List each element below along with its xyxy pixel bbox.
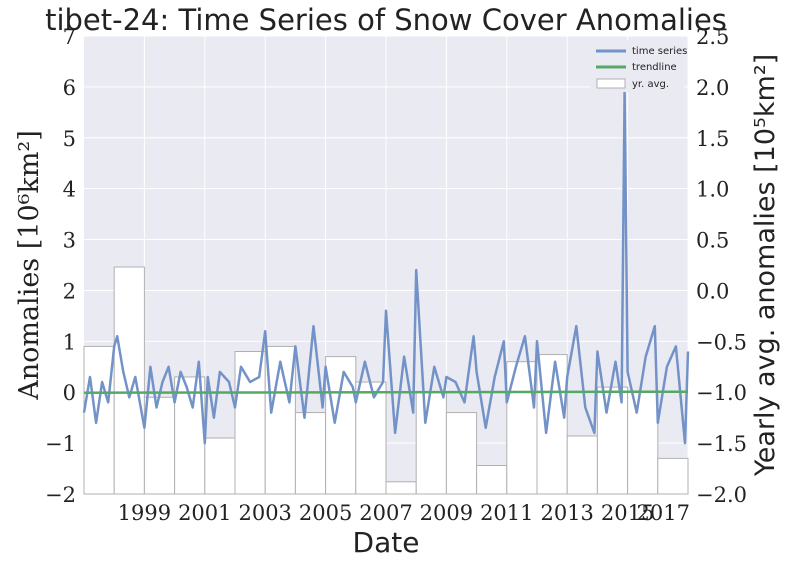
x-tick: 2007 — [359, 501, 412, 525]
y-tick-left: −1 — [45, 432, 76, 456]
yearly-avg-bar — [204, 437, 236, 495]
yearly-avg-bar — [385, 481, 417, 495]
yearly-avg-bar — [566, 435, 598, 495]
x-tick: 2011 — [480, 501, 533, 525]
yearly-avg-bar — [596, 386, 629, 495]
y-tick-left: 1 — [63, 330, 76, 354]
yearly-avg-bar — [113, 266, 145, 495]
y-tick-left: 5 — [63, 127, 76, 151]
y-tick-right: −1.5 — [696, 432, 747, 456]
yearly-avg-bar — [264, 345, 296, 495]
y-tick-right: 1.5 — [696, 127, 729, 151]
y-tick-right: 2.5 — [696, 25, 729, 49]
y-tick-right: −2.0 — [696, 483, 747, 507]
x-tick: 2001 — [178, 501, 231, 525]
x-tick: 2017 — [637, 501, 690, 525]
legend: time series trendline yr. avg. — [590, 40, 687, 92]
y-tick-left: 4 — [63, 178, 76, 202]
x-tick: 2009 — [420, 501, 473, 525]
time-series-line — [82, 90, 690, 445]
y-tick-left: 0 — [63, 381, 76, 405]
y-axis-label-left: Anomalies [10⁶km²] — [14, 130, 45, 401]
trendline — [83, 390, 689, 394]
legend-label-time-series: time series — [632, 46, 687, 57]
y-tick-right: 0.0 — [696, 279, 729, 303]
yearly-avg-bar — [143, 396, 176, 495]
yearly-avg-bar — [445, 412, 478, 495]
legend-label-trendline: trendline — [632, 62, 677, 73]
yearly-avg-bar — [355, 381, 387, 495]
yearly-avg-bar — [83, 345, 115, 495]
legend-swatch-yearly-avg — [596, 78, 626, 89]
axes: −2 −1 0 1 2 3 4 5 6 7 −2.0 −1.5 −1.0 −0.5 0.0 0.5 1.0 1.5… — [45, 25, 747, 525]
x-tick: 2013 — [540, 501, 593, 525]
yearly-avg-bar — [657, 457, 689, 495]
y-tick-right: 1.0 — [696, 178, 729, 202]
y-tick-right: 0.5 — [696, 229, 729, 253]
yearly-avg-bar — [627, 391, 659, 495]
yearly-avg-bar — [294, 412, 327, 495]
x-tick: 2003 — [238, 501, 291, 525]
y-tick-right: 2.0 — [696, 76, 729, 100]
y-tick-right: −1.0 — [696, 381, 747, 405]
x-axis-label: Date — [353, 526, 420, 559]
y-axis-label-right: Yearly avg. anomalies [10⁵km²] — [750, 54, 781, 477]
legend-label-yearly-avg: yr. avg. — [632, 79, 669, 90]
y-tick-right: −0.5 — [696, 330, 747, 354]
y-tick-left: −2 — [45, 483, 76, 507]
x-tick: 2005 — [299, 501, 352, 525]
x-tick: 1999 — [118, 501, 171, 525]
chart-title: tibet-24: Time Series of Snow Cover Anom… — [45, 3, 727, 37]
y-tick-left: 7 — [63, 25, 76, 49]
y-tick-left: 2 — [63, 279, 76, 303]
y-tick-left: 3 — [63, 229, 76, 253]
y-tick-left: 6 — [63, 76, 76, 100]
yearly-avg-bar — [476, 465, 508, 495]
yearly-avg-bar — [325, 356, 357, 495]
yearly-avg-bar — [415, 391, 447, 495]
time-series-layer — [82, 90, 690, 445]
x-tick: 2015 — [601, 501, 654, 525]
